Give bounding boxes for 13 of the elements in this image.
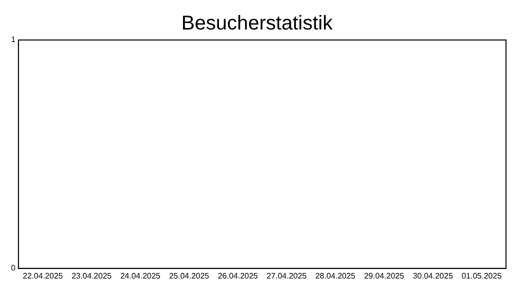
x-tick-label: 30.04.2025 xyxy=(412,271,454,280)
x-tick-label: 26.04.2025 xyxy=(218,271,258,280)
x-tick-label: 28.04.2025 xyxy=(315,271,356,280)
x-tick-label: 23.04.2025 xyxy=(72,271,112,280)
x-tick-label: 24.04.2025 xyxy=(120,271,161,280)
x-tick-label: 27.04.2025 xyxy=(266,271,308,280)
y-tick-label: 1 xyxy=(10,35,16,44)
x-tick-label: 01.05.2025 xyxy=(462,271,502,280)
x-tick-label: 29.04.2025 xyxy=(364,271,405,280)
chart-title: Besucherstatistik xyxy=(181,12,334,35)
x-tick-label: 25.04.2025 xyxy=(169,271,210,280)
y-tick-label: 0 xyxy=(10,264,16,273)
x-tick-label: 22.04.2025 xyxy=(22,271,64,280)
